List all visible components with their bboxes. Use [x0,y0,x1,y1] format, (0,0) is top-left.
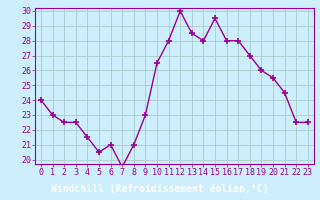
Text: Windchill (Refroidissement éolien,°C): Windchill (Refroidissement éolien,°C) [51,183,269,194]
